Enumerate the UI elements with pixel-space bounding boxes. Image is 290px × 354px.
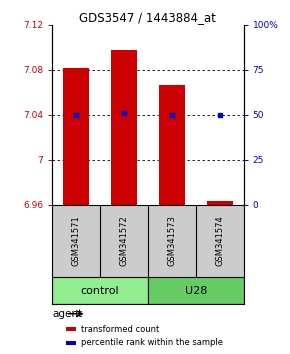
Bar [52,276,148,304]
Point [169,112,174,118]
Text: GSM341574: GSM341574 [215,215,224,266]
Text: U28: U28 [184,286,207,296]
Bar [159,85,185,205]
Point [74,112,78,118]
Text: transformed count: transformed count [81,325,159,333]
Text: control: control [81,286,119,296]
Text: agent: agent [52,309,82,319]
Bar [66,341,76,344]
Title: GDS3547 / 1443884_at: GDS3547 / 1443884_at [79,11,216,24]
Point [122,110,126,116]
Text: GSM341573: GSM341573 [167,215,176,266]
Text: GSM341571: GSM341571 [72,215,81,266]
Text: percentile rank within the sample: percentile rank within the sample [81,338,223,347]
Text: GSM341572: GSM341572 [119,215,128,266]
Bar [111,50,137,205]
Bar [206,201,233,205]
Bar [66,327,76,331]
Bar [63,68,89,205]
Point [218,112,222,118]
Bar [148,276,244,304]
